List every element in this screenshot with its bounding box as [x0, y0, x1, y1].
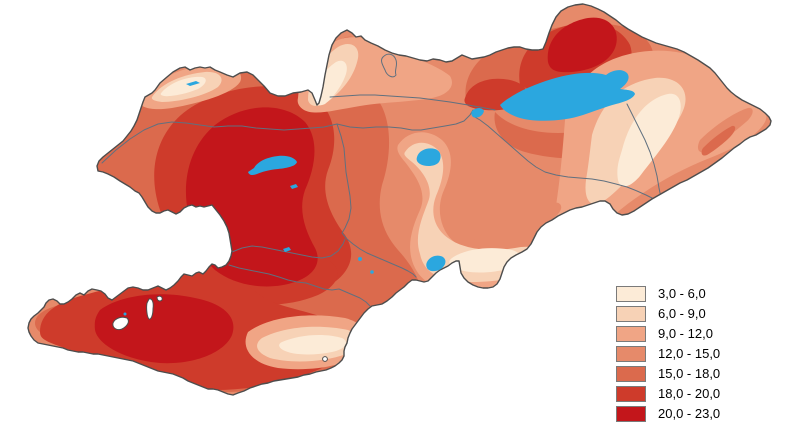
legend-item: 18,0 - 20,0 [616, 384, 720, 404]
small-lake-2 [283, 247, 291, 252]
lakes [123, 70, 635, 316]
legend-label: 20,0 - 23,0 [658, 406, 721, 421]
chatyr-kul-lake [426, 255, 446, 272]
legend-swatch [616, 386, 646, 402]
stripe-12-15-atbashy [459, 202, 562, 256]
legend-label: 6,0 - 9,0 [658, 306, 706, 321]
legend-swatch [616, 346, 646, 362]
legend-label: 12,0 - 15,0 [658, 346, 721, 361]
legend-swatch [616, 286, 646, 302]
legend-item: 6,0 - 9,0 [616, 304, 720, 324]
boundary-batken-osh [228, 264, 371, 307]
legend-label: 15,0 - 18,0 [658, 366, 721, 381]
stripe-15-18-east-tip [701, 125, 736, 156]
band-20-23-north-of-lake-core [547, 17, 617, 73]
enclave-3 [156, 295, 163, 302]
legend-item: 3,0 - 6,0 [616, 284, 720, 304]
legend-item: 9,0 - 12,0 [616, 324, 720, 344]
legend-swatch [616, 326, 646, 342]
toktogul-reservoir [248, 155, 297, 176]
kirov-reservoir [186, 81, 200, 86]
band-6-9-center [404, 142, 542, 282]
legend-label: 3,0 - 6,0 [658, 286, 706, 301]
boundary-talas-jalalabad [101, 121, 338, 164]
enclaves [112, 295, 328, 362]
enclave-1 [146, 298, 154, 320]
oblast-boundaries [101, 53, 664, 307]
country-outline [27, 3, 772, 396]
legend-swatch [616, 406, 646, 422]
enclave-4 [322, 356, 328, 362]
boundary-issykkul-east [626, 103, 664, 206]
band-3-6-south-center-core [449, 248, 522, 273]
small-lake-5 [123, 312, 127, 316]
legend-item: 12,0 - 15,0 [616, 344, 720, 364]
boundary-osh-jalalabad [231, 238, 346, 259]
legend-item: 15,0 - 18,0 [616, 364, 720, 384]
band-3-6-chuy-core [314, 60, 347, 106]
small-lake-1 [290, 184, 298, 189]
boundary-chuy-issykkul [329, 94, 496, 111]
legend-label: 18,0 - 20,0 [658, 386, 721, 401]
boundary-jalalabad-naryn [336, 123, 417, 278]
small-lake-3 [358, 257, 362, 261]
boundary-chuy-naryn [336, 109, 474, 131]
legend-label: 9,0 - 12,0 [658, 326, 713, 341]
legend: 3,0 - 6,0 6,0 - 9,0 9,0 - 12,0 12,0 - 15… [616, 284, 720, 424]
boundary-issykkul-naryn [472, 115, 662, 205]
song-kul-lake [416, 148, 441, 167]
boundary-tokmok-loop [381, 53, 398, 78]
orto-tokoy-lake [471, 108, 484, 118]
legend-swatch [616, 306, 646, 322]
issyk-kul-lake [500, 70, 635, 121]
band-3-6-east-core [617, 93, 681, 187]
band-20-23-batken-core [94, 294, 234, 364]
legend-swatch [616, 366, 646, 382]
band-3-6-alay-core [279, 334, 347, 355]
enclave-2 [112, 316, 129, 331]
small-lake-4 [370, 270, 374, 274]
legend-item: 20,0 - 23,0 [616, 404, 720, 424]
